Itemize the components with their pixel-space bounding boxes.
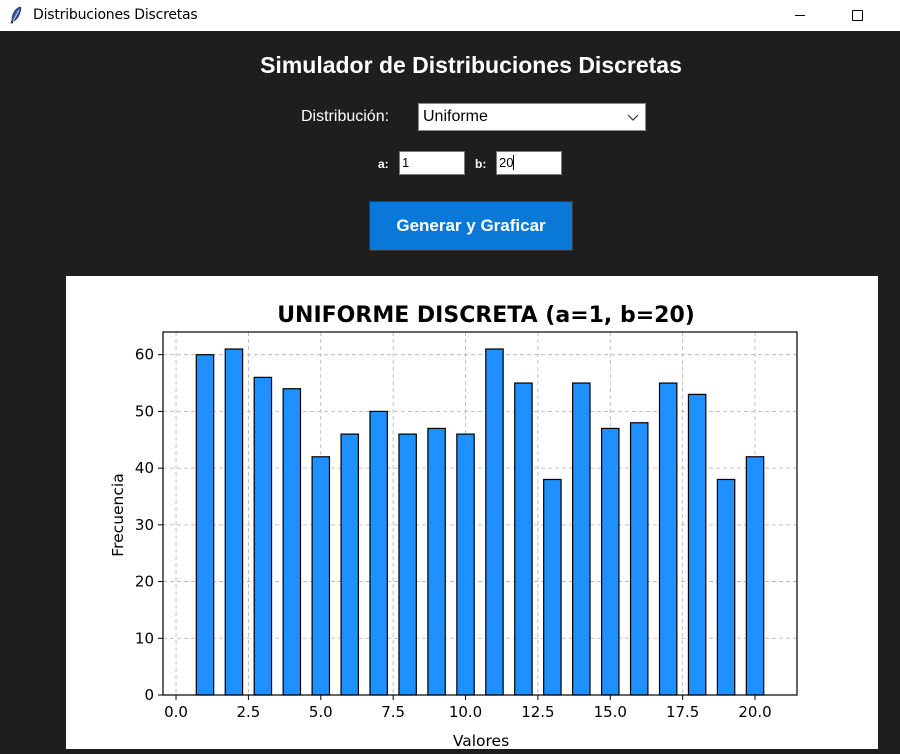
bar [687,393,707,696]
bar [572,382,591,696]
y-tick-label: 30 [135,516,154,534]
chart-title: UNIFORME DISCRETA (a=1, b=20) [277,303,695,328]
window-titlebar: Distribuciones Discretas [0,0,900,31]
bar [398,433,417,696]
bar-chart: UNIFORME DISCRETA (a=1, b=20) 0.0 2.5 5.0 7… [109,303,798,750]
y-axis-label: Frecuencia [109,473,127,556]
bar [369,410,388,696]
x-axis-label: Valores [453,732,509,749]
y-tick-label: 10 [135,629,154,647]
bar [716,478,736,696]
tick-layer: 0.0 2.5 5.0 7.5 10.0 12.5 15.0 17.5 20.0 0 10 20 30 4… [135,346,772,721]
bar [456,433,475,696]
param-b-label: b: [475,157,487,171]
x-tick-label: 7.5 [381,703,405,721]
text-caret [513,155,515,170]
param-b-input[interactable]: 20 [496,151,562,175]
bar [311,456,331,696]
y-tick-label: 0 [144,686,154,704]
maximize-icon [851,10,863,21]
bar [340,433,360,696]
window-title: Distribuciones Discretas [33,7,198,23]
param-b-value: 20 [499,155,514,170]
feather-icon [10,6,22,24]
bar [282,388,302,696]
bar-layer [195,348,765,696]
chevron-down-icon [627,114,639,121]
param-a-value: 1 [402,155,410,170]
distribution-label: Distribución: [301,108,390,125]
minimize-button[interactable] [777,0,823,31]
bar [629,422,649,696]
param-a-label: a: [378,157,389,171]
y-tick-label: 40 [135,459,154,477]
x-tick-label: 12.5 [521,703,554,721]
x-tick-label: 0.0 [164,703,188,721]
x-tick-label: 17.5 [666,703,699,721]
minimize-icon [795,15,805,16]
plot-panel: UNIFORME DISCRETA (a=1, b=20) 0.0 2.5 5.0 7… [66,276,878,750]
param-a-input[interactable]: 1 [399,151,465,175]
bar [600,427,620,696]
x-tick-label: 10.0 [449,703,482,721]
bar [195,354,215,696]
x-tick-label: 2.5 [236,703,260,721]
generate-plot-button[interactable]: Generar y Graficar [369,201,573,251]
bar [514,382,533,696]
bar [658,382,678,696]
y-tick-label: 60 [135,346,154,364]
y-tick-label: 50 [135,402,154,420]
page-title: Simulador de Distribuciones Discretas [260,52,682,78]
bar [427,427,446,696]
x-tick-label: 15.0 [594,703,627,721]
y-tick-label: 20 [135,573,154,591]
bar [745,456,765,696]
maximize-button[interactable] [834,0,880,31]
x-tick-label: 20.0 [738,703,771,721]
bar [543,478,562,696]
bar [253,376,273,696]
bar [485,348,504,696]
distribution-select-value: Uniforme [423,108,488,125]
bar [224,348,244,696]
axes-frame [162,331,798,696]
distribution-select[interactable]: Uniforme [418,103,646,131]
x-tick-label: 5.0 [309,703,333,721]
